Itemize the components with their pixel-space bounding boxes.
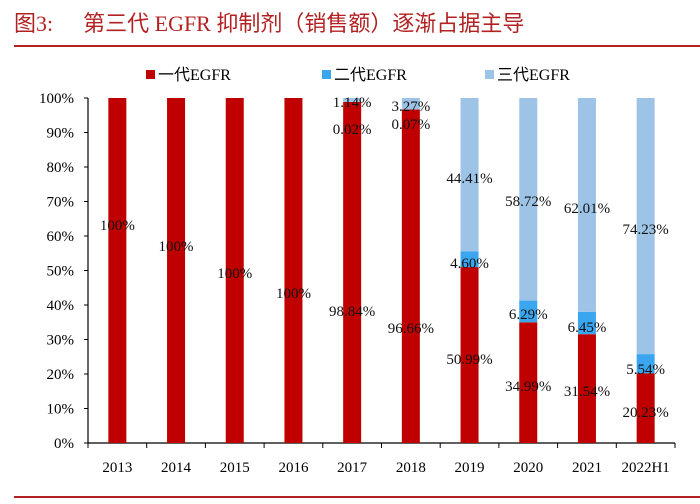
bar-segment — [519, 322, 538, 443]
y-tick-label: 0% — [54, 436, 74, 452]
y-tick-label: 30% — [47, 333, 75, 349]
bar-segment — [225, 98, 244, 443]
legend-label: 三代EGFR — [497, 66, 570, 84]
data-label: 100% — [217, 266, 252, 282]
y-tick-label: 90% — [47, 126, 75, 142]
legend-swatch — [485, 70, 494, 79]
bottom-rule — [14, 496, 700, 498]
x-tick-label: 2016 — [278, 460, 309, 476]
data-label: 5.54% — [626, 362, 665, 378]
x-tick-label: 2018 — [396, 460, 426, 476]
y-tick-label: 50% — [47, 264, 75, 280]
bar-segment — [577, 98, 596, 312]
figure-title-text: 第三代 EGFR 抑制剂（销售额）逐渐占据主导 — [83, 11, 525, 36]
data-label: 100% — [159, 239, 194, 255]
x-tick-label: 2015 — [220, 460, 250, 476]
data-label: 0.07% — [391, 117, 430, 133]
bar-segment — [636, 354, 655, 374]
data-label: 100% — [276, 286, 311, 302]
figure-number: 图3: — [14, 11, 54, 36]
y-tick-label: 60% — [47, 229, 75, 245]
data-label: 100% — [100, 218, 135, 234]
data-label: 62.01% — [564, 201, 610, 217]
bar-segment — [460, 251, 479, 268]
bar-segment — [401, 109, 420, 443]
data-label: 44.41% — [446, 171, 492, 187]
data-label: 1.14% — [333, 95, 372, 111]
bar-segment — [401, 98, 420, 110]
bar-segment — [519, 98, 538, 301]
y-tick-label: 40% — [47, 298, 75, 314]
legend-swatch — [322, 70, 331, 79]
bar-segment — [636, 98, 655, 355]
figure-title: 图3: 第三代 EGFR 抑制剂（销售额）逐渐占据主导 — [14, 6, 524, 38]
bar-segment — [460, 267, 479, 443]
y-tick-label: 10% — [47, 402, 75, 418]
data-label: 50.99% — [446, 352, 492, 368]
data-label: 3.27% — [391, 99, 430, 115]
data-label: 6.29% — [509, 307, 548, 323]
data-label: 20.23% — [623, 405, 669, 421]
bar-segment — [519, 300, 538, 323]
bar-segment — [167, 98, 186, 443]
legend-label: 一代EGFR — [158, 66, 231, 84]
y-tick-label: 100% — [39, 91, 74, 107]
bar-segment — [343, 98, 362, 102]
x-tick-label: 2020 — [513, 460, 543, 476]
legend-label: 二代EGFR — [334, 66, 407, 84]
data-label: 58.72% — [505, 194, 551, 210]
y-tick-label: 80% — [47, 160, 75, 176]
data-label: 96.66% — [388, 321, 434, 337]
x-tick-label: 2019 — [455, 460, 485, 476]
bar-segment — [577, 334, 596, 443]
x-tick-label: 2013 — [102, 460, 132, 476]
bar-segment — [108, 98, 127, 443]
x-tick-label: 2014 — [161, 460, 192, 476]
y-tick-label: 70% — [47, 195, 75, 211]
bar-segment — [636, 373, 655, 443]
legend-swatch — [146, 70, 155, 79]
data-label: 34.99% — [505, 379, 551, 395]
bar-segment — [284, 98, 303, 443]
x-tick-label: 2021 — [572, 460, 602, 476]
x-tick-label: 2017 — [337, 460, 368, 476]
title-rule — [14, 45, 700, 47]
bar-segment — [577, 311, 596, 335]
data-label: 74.23% — [623, 222, 669, 238]
data-label: 4.60% — [450, 256, 489, 272]
data-label: 6.45% — [568, 320, 607, 336]
bar-segment — [460, 98, 479, 252]
data-label: 98.84% — [329, 304, 375, 320]
x-tick-label: 2022H1 — [621, 460, 669, 476]
data-label: 31.54% — [564, 384, 610, 400]
data-label: 0.02% — [333, 122, 372, 138]
bar-segment — [343, 102, 362, 443]
y-tick-label: 20% — [47, 367, 75, 383]
